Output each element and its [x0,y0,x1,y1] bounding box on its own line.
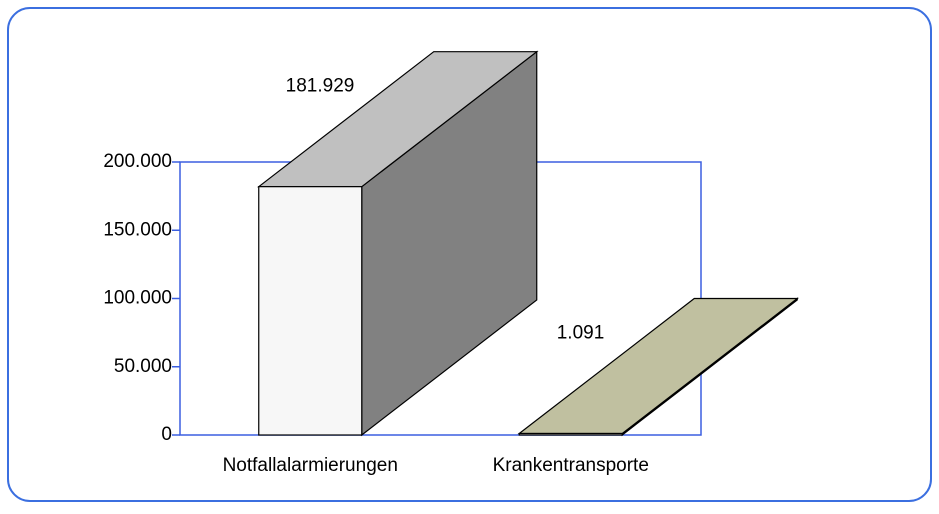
y-tick-label: 100.000 [103,288,172,309]
x-tick-label: Notfallalarmierungen [223,455,398,476]
y-tick-label: 0 [161,424,172,445]
x-tick-label: Krankentransporte [493,455,649,476]
bar-front [258,186,363,436]
bar-front [518,432,623,436]
y-tick-label: 50.000 [114,356,172,377]
y-tick-label: 200.000 [103,151,172,172]
value-label: 181.929 [286,76,355,97]
value-label: 1.091 [557,323,605,344]
y-tick-label: 150.000 [103,219,172,240]
